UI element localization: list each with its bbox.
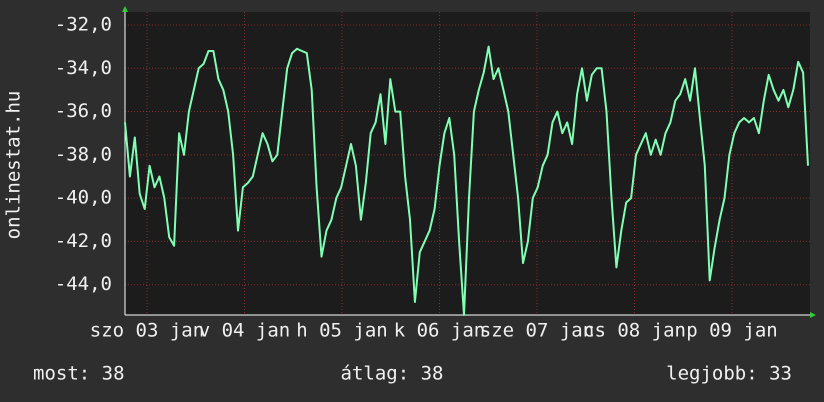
x-tick-label: sze 07 jan <box>480 320 594 342</box>
x-axis-arrow <box>810 312 816 318</box>
y-tick-label: -36,0 <box>55 100 112 122</box>
y-tick-label: -42,0 <box>55 230 112 252</box>
stat-best: legjobb: 33 <box>666 363 792 385</box>
data-line <box>124 45 809 316</box>
y-tick-label: -38,0 <box>55 143 112 165</box>
stat-current: most: 38 <box>33 363 125 385</box>
x-tick-label: v 04 jan <box>199 320 291 342</box>
x-tick-label: k 06 jan <box>394 320 486 342</box>
y-axis-label: onlinestat.hu <box>3 91 25 240</box>
x-tick-label: p 09 jan <box>686 320 778 342</box>
stat-average: átlag: 38 <box>341 363 444 385</box>
x-tick-label: h 05 jan <box>296 320 388 342</box>
y-tick-label: -34,0 <box>55 57 112 79</box>
x-tick-label: cs 08 jan <box>583 320 686 342</box>
x-tick-label: szo 03 jan <box>90 320 204 342</box>
y-tick-label: -44,0 <box>55 273 112 295</box>
y-tick-label: -32,0 <box>55 13 112 35</box>
y-axis-arrow <box>122 6 128 12</box>
y-tick-label: -40,0 <box>55 187 112 209</box>
plot-area <box>125 12 810 315</box>
